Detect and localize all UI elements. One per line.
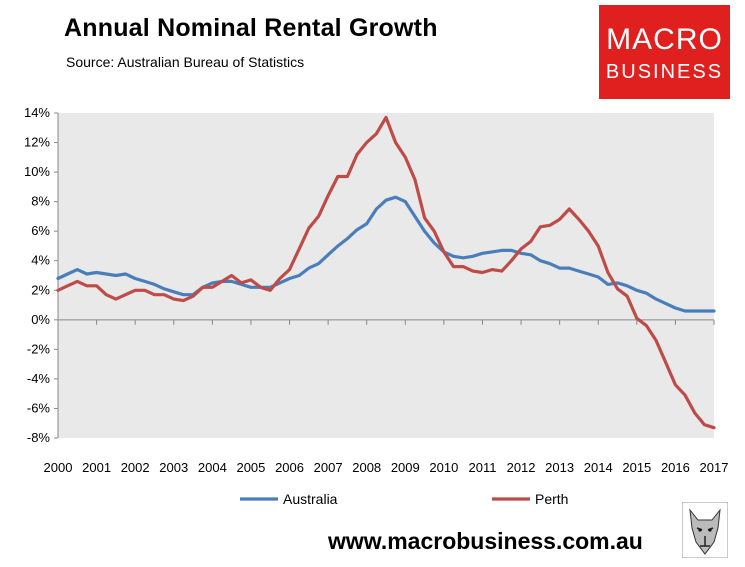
macrobusiness-logo: MACRO BUSINESS (599, 5, 730, 99)
x-tick-label: 2009 (391, 460, 420, 475)
series-lines (56, 115, 716, 430)
plot-area (58, 113, 714, 438)
series-line-perth (56, 115, 716, 430)
x-tick-label: 2005 (236, 460, 265, 475)
y-tick-label: -2% (27, 341, 51, 356)
y-tick-label: 0% (31, 312, 50, 327)
x-tick-label: 2010 (429, 460, 458, 475)
y-tick-label: -4% (27, 371, 51, 386)
legend-label-perth: Perth (535, 491, 568, 507)
legend: Australia Perth (240, 491, 568, 507)
y-tick-label: 8% (31, 194, 50, 209)
x-tick-label: 2000 (44, 460, 73, 475)
footer-url[interactable]: www.macrobusiness.com.au (328, 528, 643, 554)
x-tick-label: 2003 (159, 460, 188, 475)
chart-subtitle: Source: Australian Bureau of Statistics (66, 54, 305, 70)
x-tick-label: 2007 (314, 460, 343, 475)
wolf-icon (682, 502, 728, 558)
y-tick-label: 14% (24, 105, 50, 120)
logo-line-2: BUSINESS (605, 61, 724, 83)
logo-line-1: MACRO (606, 23, 723, 56)
series-line-australia (56, 195, 716, 313)
y-tick-label: 2% (31, 282, 50, 297)
x-tick-label: 2013 (545, 460, 574, 475)
x-tick-label: 2002 (121, 460, 150, 475)
legend-label-australia: Australia (283, 491, 338, 507)
y-tick-label: 12% (24, 135, 50, 150)
y-tick-label: -6% (27, 400, 51, 415)
x-tick-label: 2016 (661, 460, 690, 475)
y-tick-label: -8% (27, 430, 51, 445)
x-tick-label: 2014 (584, 460, 613, 475)
chart-title: Annual Nominal Rental Growth (64, 14, 438, 42)
x-tick-label: 2001 (82, 460, 111, 475)
x-tick-label: 2004 (198, 460, 227, 475)
x-axis: 2000 2001 2002 2003 2004 2005 2006 2007 2008 2009… (44, 319, 729, 475)
x-tick-label: 2011 (468, 460, 496, 475)
x-tick-label: 2006 (275, 460, 304, 475)
y-tick-label: 10% (24, 164, 50, 179)
y-axis: 14% 12% 10% 8% 6% 4% 2% 0% -2% -4% -6% -8% (24, 105, 58, 445)
x-tick-label: 2008 (352, 460, 381, 475)
x-tick-label: 2017 (700, 460, 729, 475)
x-tick-label: 2012 (507, 460, 536, 475)
x-tick-label: 2015 (622, 460, 651, 475)
y-tick-label: 4% (31, 253, 50, 268)
y-tick-label: 6% (31, 223, 50, 238)
